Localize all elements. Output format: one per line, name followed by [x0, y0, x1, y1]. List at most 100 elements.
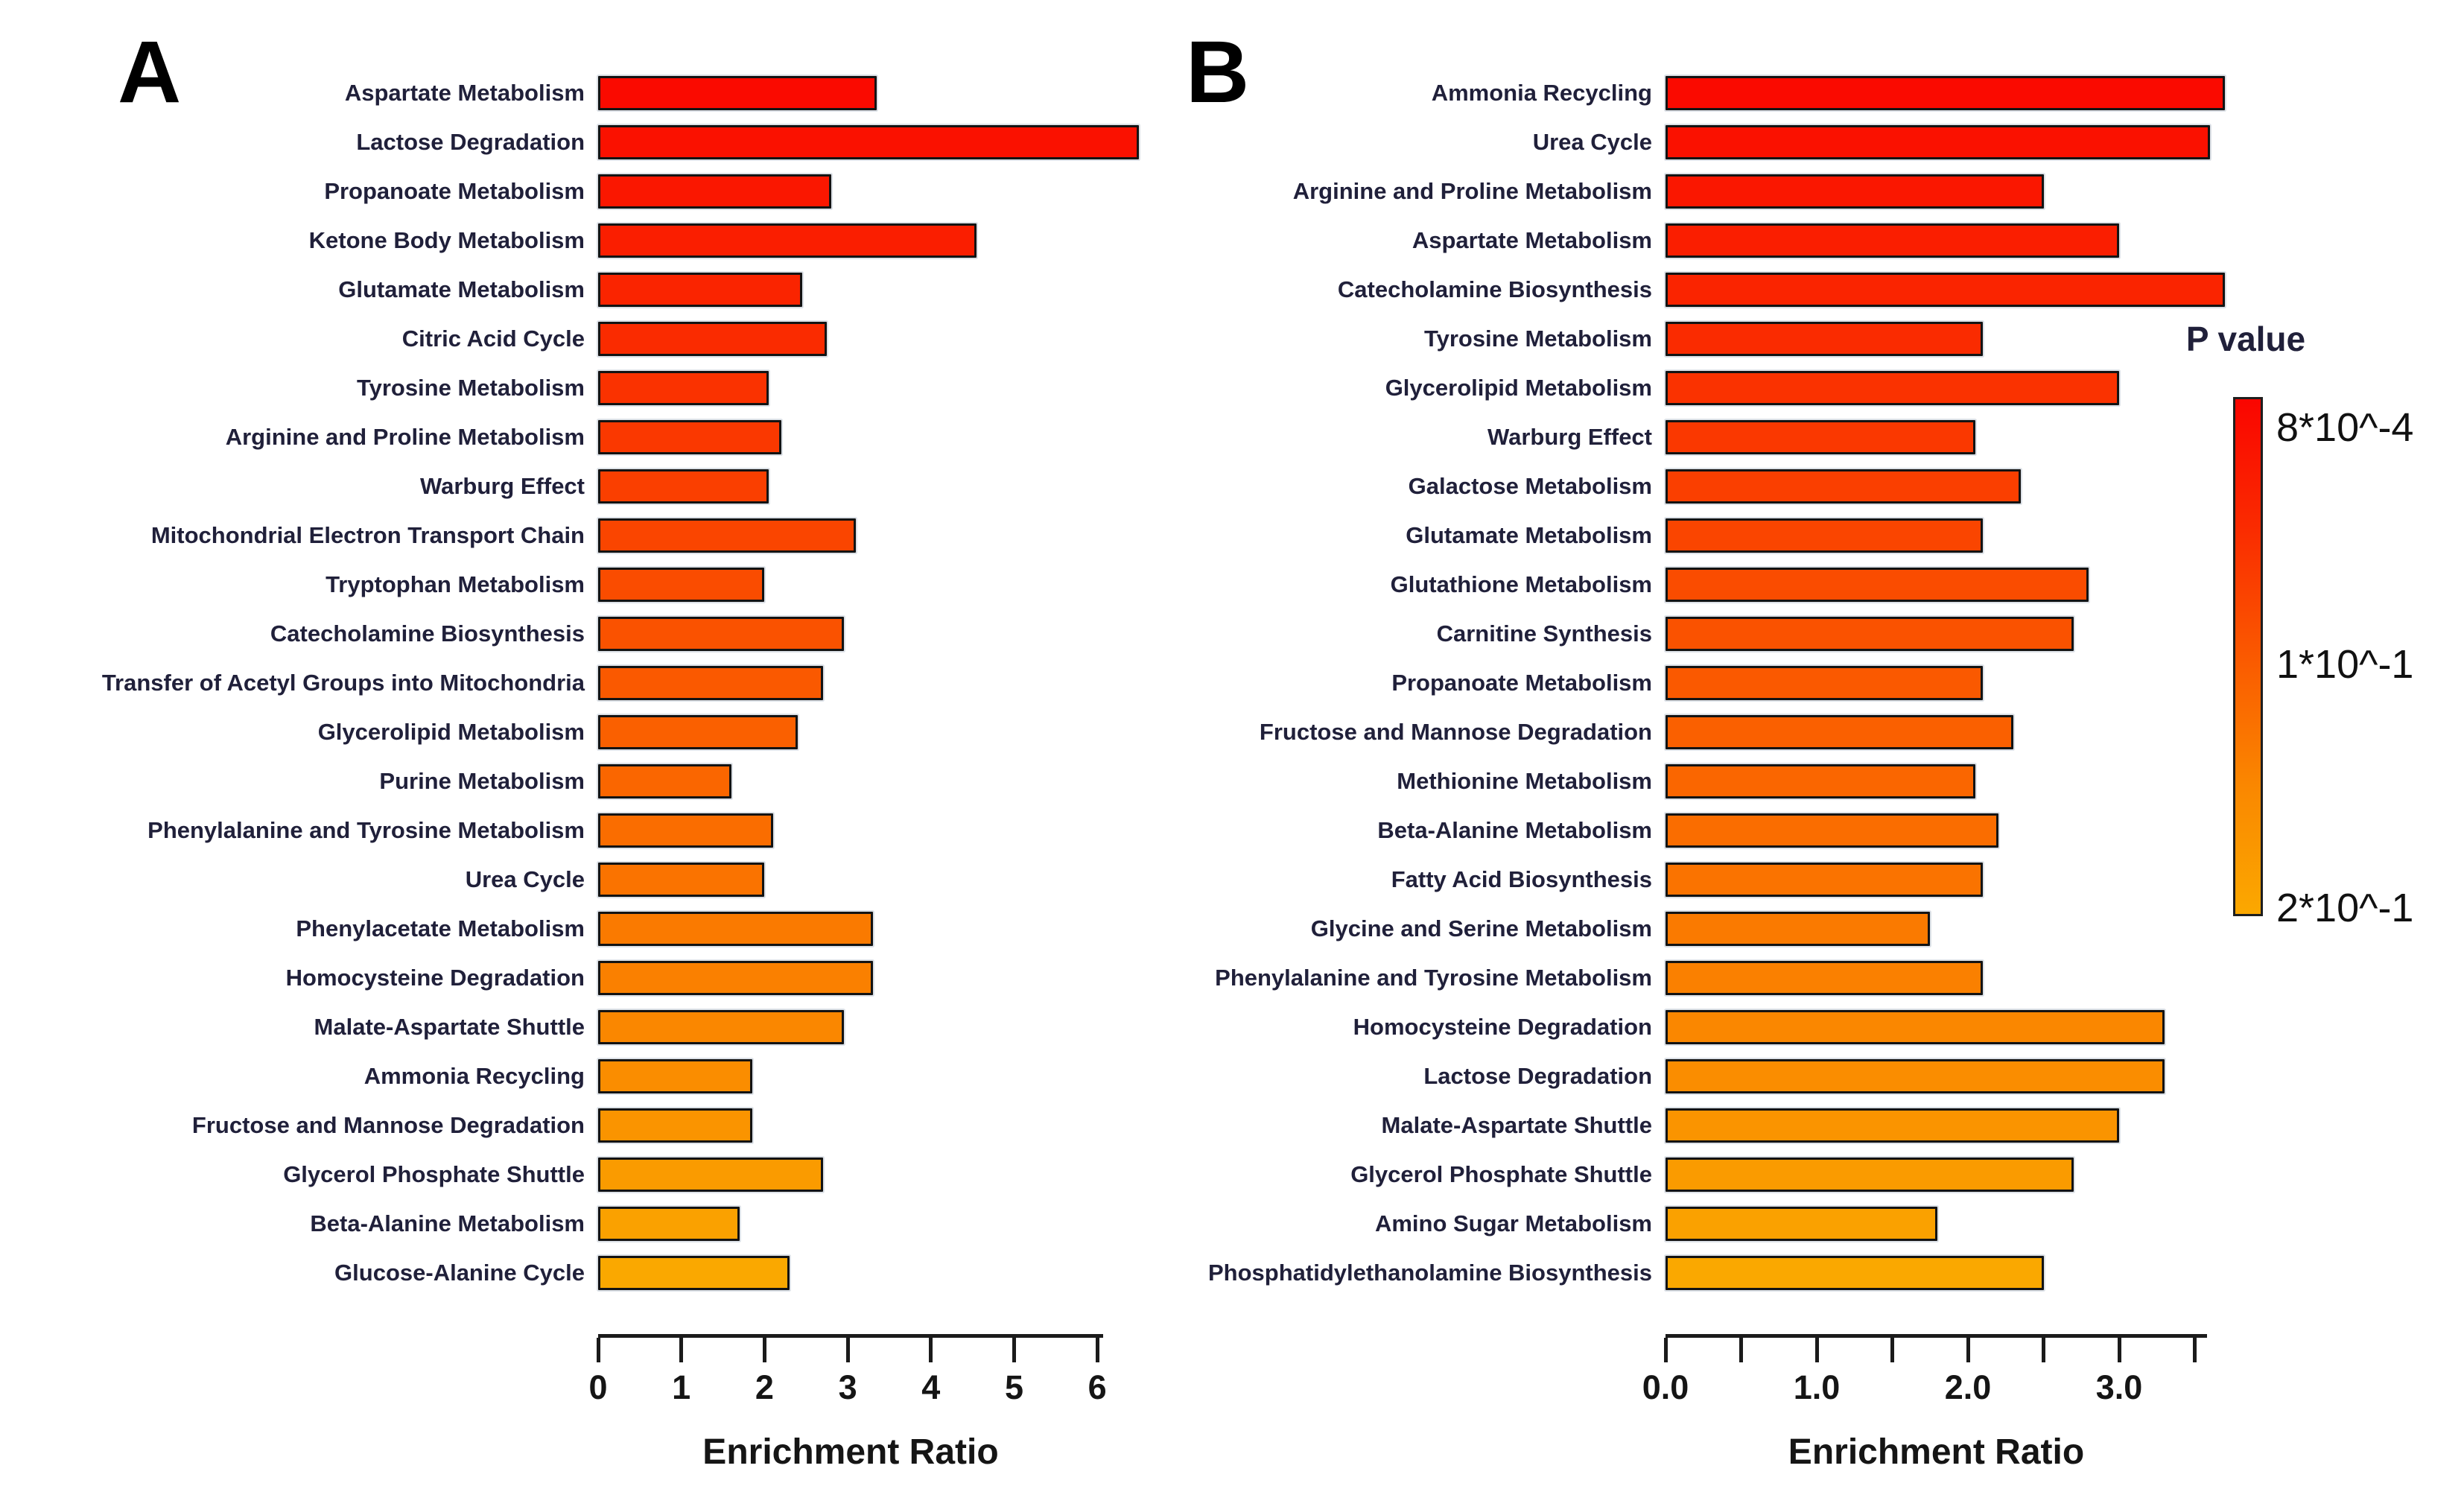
bar-track — [1666, 371, 2247, 405]
bar-label: Galactose Metabolism — [1408, 472, 1652, 499]
bar-label: Glycerol Phosphate Shuttle — [1350, 1160, 1652, 1187]
bar-row: Aspartate Metabolism — [45, 69, 1162, 118]
bar — [1666, 125, 2210, 159]
bar-row: Galactose Metabolism — [1151, 462, 2268, 511]
bar — [1666, 617, 2074, 651]
bar — [1666, 715, 2013, 749]
bar-row: Glutamate Metabolism — [45, 265, 1162, 314]
bar-track — [598, 617, 1179, 651]
bar-row: Glycerolipid Metabolism — [1151, 363, 2268, 413]
bar-row: Glycerol Phosphate Shuttle — [1151, 1150, 2268, 1199]
bar-label: Glycerolipid Metabolism — [1385, 374, 1652, 401]
bar-row: Propanoate Metabolism — [45, 167, 1162, 216]
axis-tick — [762, 1338, 766, 1362]
axis-tick — [1663, 1338, 1668, 1362]
axis-tick — [845, 1338, 850, 1362]
bar-track — [1666, 617, 2247, 651]
bar-track — [598, 125, 1179, 159]
bar-label: Glutamate Metabolism — [338, 276, 585, 302]
axis-tick — [1739, 1338, 1743, 1362]
bar — [1666, 1158, 2074, 1192]
bar-row: Transfer of Acetyl Groups into Mitochond… — [45, 658, 1162, 708]
panel-a-letter: A — [118, 23, 182, 121]
axis-tick — [1890, 1338, 1894, 1362]
bar-row: Fatty Acid Biosynthesis — [1151, 855, 2268, 904]
bar — [1666, 1010, 2165, 1044]
bar — [598, 1108, 752, 1143]
bar — [1666, 469, 2022, 504]
bar-label: Tyrosine Metabolism — [1423, 325, 1652, 352]
bar-track — [1666, 322, 2247, 356]
bar-track — [598, 863, 1179, 897]
bar-label: Fatty Acid Biosynthesis — [1391, 866, 1652, 892]
bar — [598, 568, 765, 602]
bar-row: Glycine and Serine Metabolism — [1151, 904, 2268, 953]
bar — [1666, 813, 1998, 848]
bar-label: Phenylalanine and Tyrosine Metabolism — [147, 816, 585, 843]
bar-track — [1666, 273, 2247, 307]
bar-label: Arginine and Proline Metabolism — [225, 423, 585, 450]
bar-row: Amino Sugar Metabolism — [1151, 1199, 2268, 1248]
bar-track — [598, 1256, 1179, 1290]
axis-tick-label: 5 — [1004, 1368, 1024, 1406]
bar — [598, 1207, 740, 1241]
bar-track — [598, 518, 1179, 553]
bar-track — [1666, 223, 2247, 258]
bar — [1666, 1256, 2044, 1290]
bar-row: Urea Cycle — [45, 855, 1162, 904]
bar-label: Ketone Body Metabolism — [308, 226, 585, 253]
bar-label: Methionine Metabolism — [1397, 767, 1652, 794]
bar-label: Fructose and Mannose Degradation — [1259, 718, 1652, 745]
bar-label: Amino Sugar Metabolism — [1374, 1210, 1652, 1236]
bar — [1666, 174, 2044, 209]
bar-track — [598, 1158, 1179, 1192]
bar-row: Glycerol Phosphate Shuttle — [45, 1150, 1162, 1199]
bar-track — [598, 174, 1179, 209]
bar-row: Citric Acid Cycle — [45, 314, 1162, 363]
axis-tick — [2117, 1338, 2121, 1362]
bar-track — [1666, 1256, 2247, 1290]
bar — [598, 813, 773, 848]
bar-row: Catecholamine Biosynthesis — [45, 609, 1162, 658]
bar-label: Fructose and Mannose Degradation — [191, 1111, 585, 1138]
bar-track — [598, 1108, 1179, 1143]
bar — [598, 863, 765, 897]
x-axis: 0.0 1.0 2.0 3.0 — [1642, 1334, 2207, 1406]
bar-track — [1666, 469, 2247, 504]
bar-track — [598, 1010, 1179, 1044]
bar-label: Beta-Alanine Metabolism — [1377, 816, 1652, 843]
bar-label: Glucose-Alanine Cycle — [334, 1259, 585, 1286]
bar-label: Malate-Aspartate Shuttle — [314, 1013, 585, 1040]
bar-track — [598, 813, 1179, 848]
legend-label-mid: 1*10^-1 — [2276, 642, 2414, 687]
bar-row: Fructose and Mannose Degradation — [1151, 708, 2268, 757]
bar-label: Purine Metabolism — [379, 767, 585, 794]
bar — [1666, 1059, 2165, 1093]
bar-row: Phenylacetate Metabolism — [45, 904, 1162, 953]
bar-row: Phenylalanine and Tyrosine Metabolism — [45, 806, 1162, 855]
bar — [598, 666, 823, 700]
bar — [1666, 666, 1984, 700]
axis-tick — [1012, 1338, 1016, 1362]
bar — [598, 617, 844, 651]
legend-gradient-bar — [2233, 397, 2263, 916]
bar — [1666, 223, 2119, 258]
bar-track — [1666, 1010, 2247, 1044]
axis-tick — [1966, 1338, 1970, 1362]
bar-row: Catecholamine Biosynthesis — [1151, 265, 2268, 314]
bar — [598, 1059, 752, 1093]
bar — [598, 469, 769, 504]
axis-tick-label: 3.0 — [2095, 1368, 2143, 1406]
axis-tick-label: 0.0 — [1642, 1368, 1689, 1406]
panel-b-letter: B — [1186, 23, 1250, 121]
bar-track — [598, 223, 1179, 258]
bar-label: Glycerolipid Metabolism — [317, 718, 585, 745]
bar-label: Phosphatidylethanolamine Biosynthesis — [1207, 1259, 1652, 1286]
bar — [598, 273, 802, 307]
bar-row: Beta-Alanine Metabolism — [45, 1199, 1162, 1248]
bar-track — [598, 912, 1179, 946]
bar-track — [1666, 1059, 2247, 1093]
bar-track — [1666, 1108, 2247, 1143]
axis-tick — [1814, 1338, 1819, 1362]
